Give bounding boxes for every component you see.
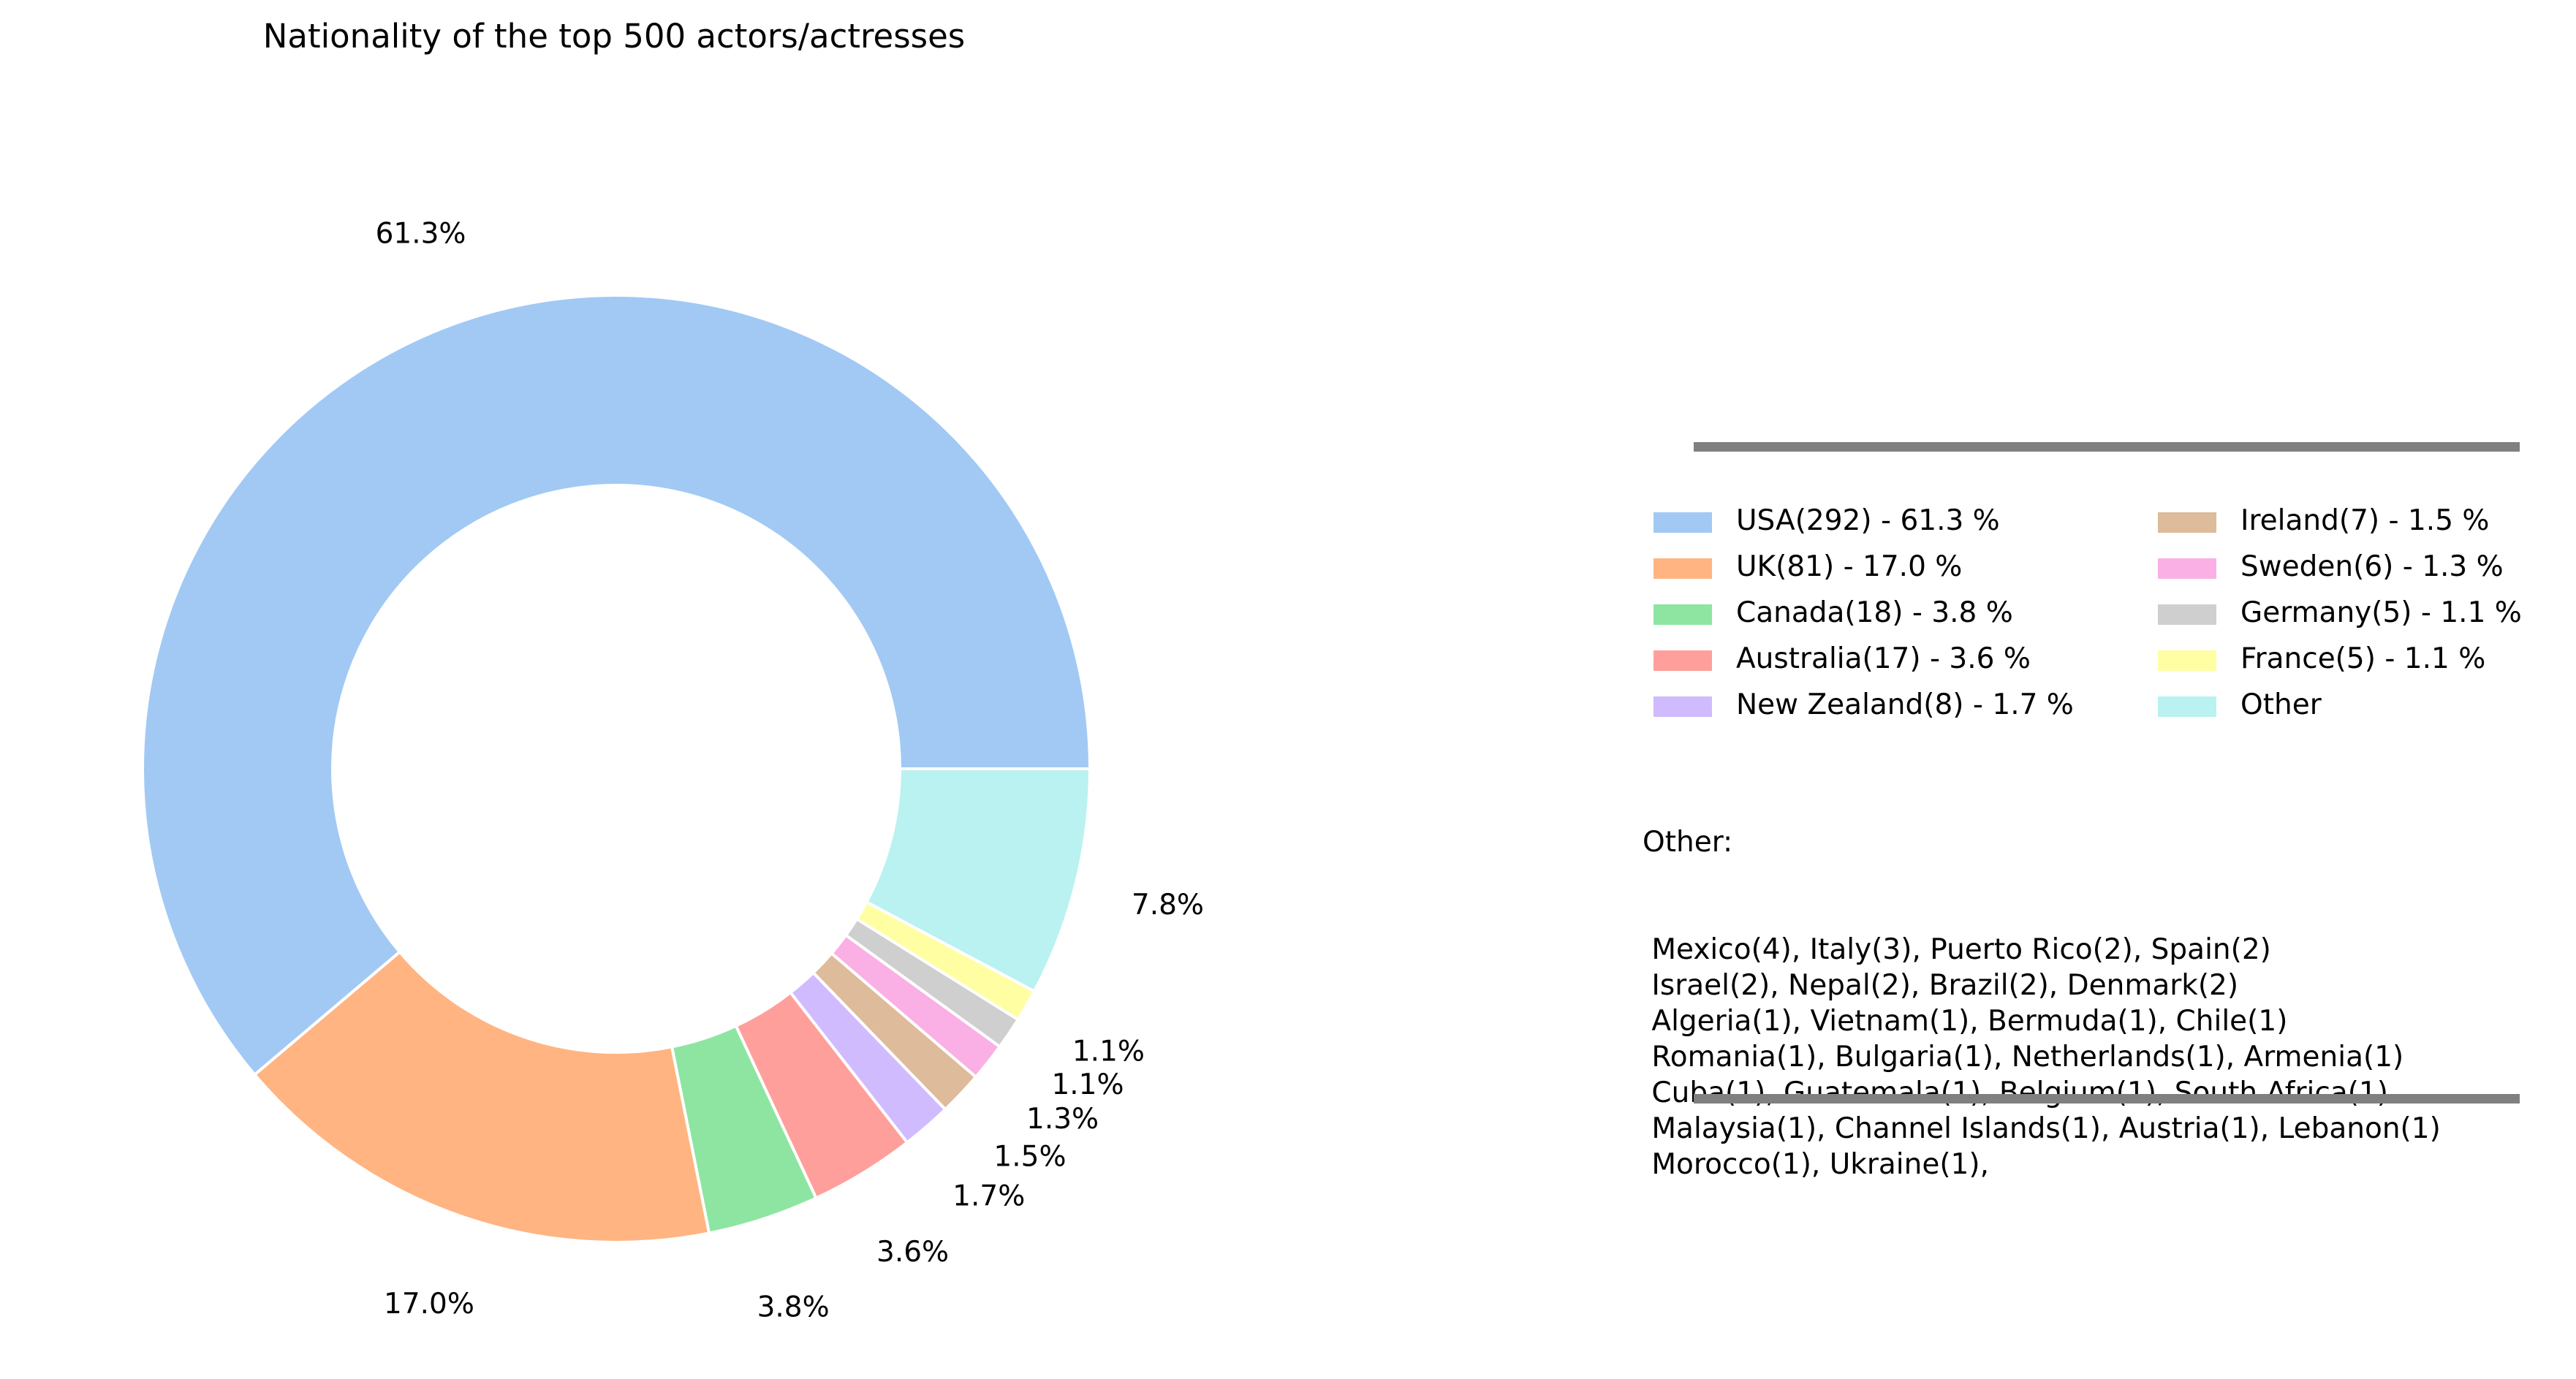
legend-swatch [2158, 604, 2216, 625]
legend-label: Australia(17) - 3.6 % [1736, 642, 2031, 675]
pct-label-uk: 17.0% [384, 1288, 474, 1321]
legend-label: Canada(18) - 3.8 % [1736, 596, 2013, 629]
legend-label: France(5) - 1.1 % [2240, 642, 2486, 675]
other-heading: Other: [1643, 826, 1733, 859]
pct-label-usa: 61.3% [376, 217, 466, 250]
pct-label-new-zealand: 1.7% [952, 1180, 1025, 1213]
pct-label-ireland: 1.5% [993, 1141, 1066, 1174]
other-line: Mexico(4), Italy(3), Puerto Rico(2), Spa… [1643, 933, 2271, 966]
legend-swatch [1653, 512, 1712, 533]
legend-swatch [2158, 512, 2216, 533]
other-line: Morocco(1), Ukraine(1), [1643, 1148, 1989, 1181]
other-lines: Mexico(4), Italy(3), Puerto Rico(2), Spa… [1643, 932, 2556, 1182]
pct-label-other: 7.8% [1132, 889, 1204, 922]
legend-swatch [1653, 604, 1712, 625]
legend-swatch [2158, 558, 2216, 579]
other-countries-note: Other: Mexico(4), Italy(3), Puerto Rico(… [1643, 753, 2556, 1218]
legend-label: New Zealand(8) - 1.7 % [1736, 688, 2074, 721]
legend-swatch [1653, 696, 1712, 717]
other-line: Israel(2), Nepal(2), Brazil(2), Denmark(… [1643, 969, 2239, 1002]
other-line: Cuba(1), Guatemala(1), Belgium(1), South… [1643, 1076, 2388, 1109]
other-line: Romania(1), Bulgaria(1), Netherlands(1),… [1643, 1041, 2404, 1074]
legend-bottom-rule [1694, 1094, 2520, 1103]
legend-label: Other [2240, 688, 2322, 721]
legend-label: Sweden(6) - 1.3 % [2240, 550, 2504, 583]
chart-title: Nationality of the top 500 actors/actres… [262, 17, 966, 56]
slice-uk [252, 949, 711, 1244]
slice-other [864, 767, 1092, 994]
pct-label-canada: 3.8% [757, 1291, 830, 1323]
pct-label-australia: 3.6% [876, 1236, 949, 1269]
legend-swatch [2158, 650, 2216, 671]
legend-label: Ireland(7) - 1.5 % [2240, 504, 2490, 537]
donut-chart: 61.3%17.0% 3.8%3.6%1.7%1.5%1.3%1.1%1.1%7.… [141, 217, 1204, 1323]
legend-swatch [2158, 696, 2216, 717]
legend-label: USA(292) - 61.3 % [1736, 504, 2000, 537]
other-line: Algeria(1), Vietnam(1), Bermuda(1), Chil… [1643, 1005, 2288, 1038]
legend-swatch [1653, 558, 1712, 579]
pct-label-germany: 1.1% [1051, 1068, 1124, 1101]
legend-label: Germany(5) - 1.1 % [2240, 596, 2522, 629]
pct-label-sweden: 1.3% [1026, 1103, 1099, 1136]
legend-label: UK(81) - 17.0 % [1736, 550, 1963, 583]
legend-top-rule [1694, 442, 2520, 452]
pct-label-france: 1.1% [1072, 1035, 1145, 1068]
other-line: Malaysia(1), Channel Islands(1), Austria… [1643, 1112, 2441, 1145]
slice-usa [141, 294, 1092, 1077]
legend: USA(292) - 61.3 % UK(81) - 17.0 % Canada(1… [1653, 500, 2575, 741]
legend-swatch [1653, 650, 1712, 671]
